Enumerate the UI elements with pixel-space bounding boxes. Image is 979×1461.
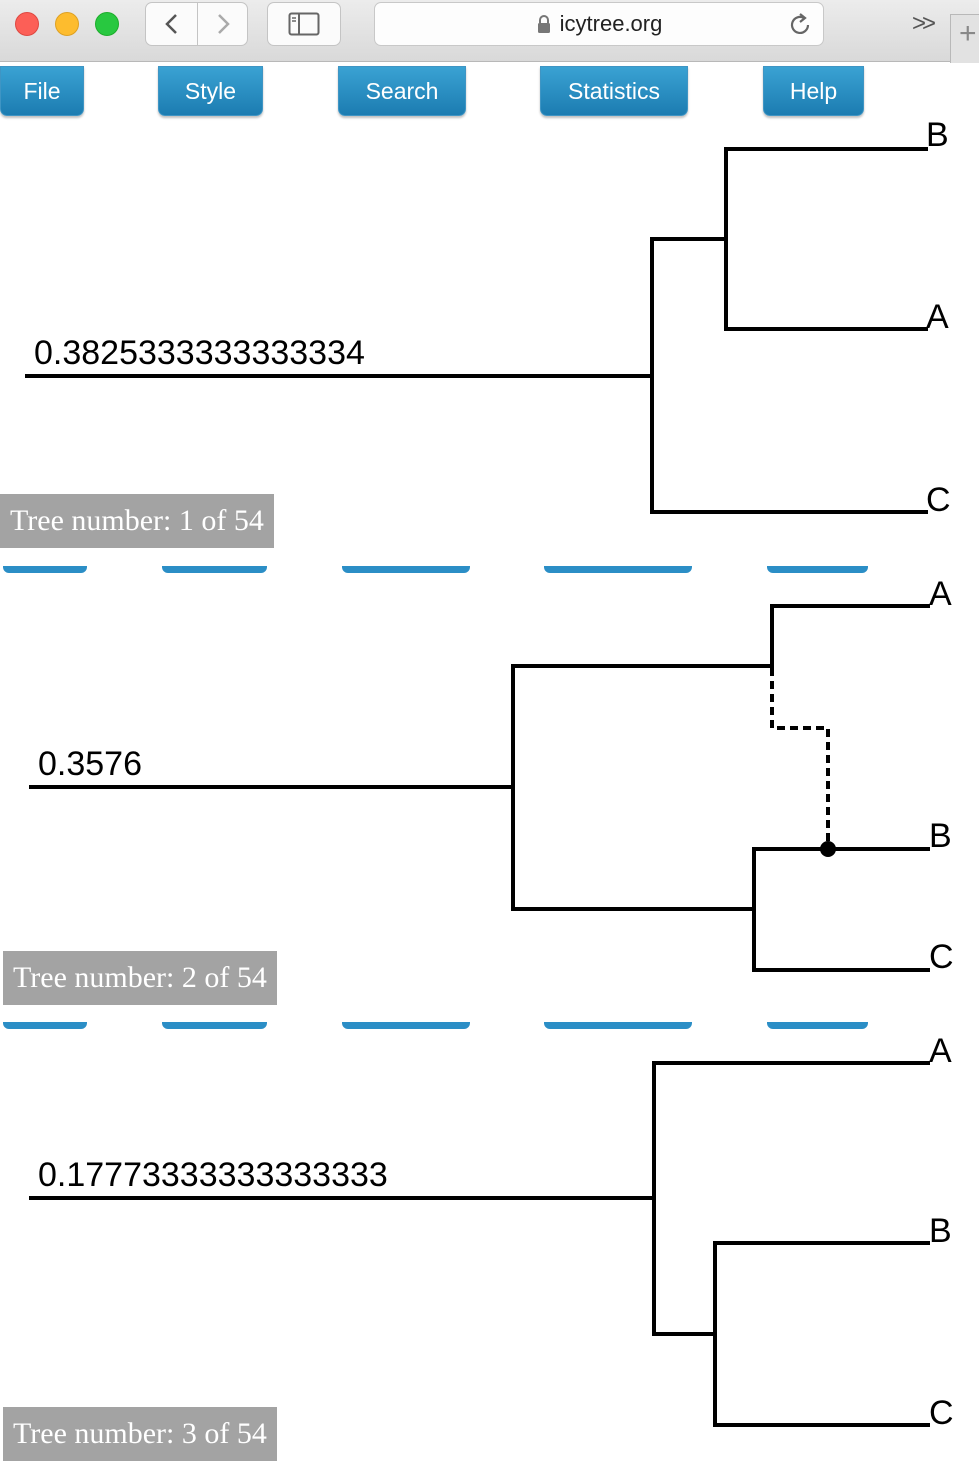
file-menu-button[interactable]: File [0, 66, 84, 116]
history-nav [145, 2, 248, 46]
sidebar-icon [288, 12, 320, 36]
menu-stripe [544, 1022, 692, 1029]
statistics-menu-button[interactable]: Statistics [540, 66, 688, 116]
chevrons-icon[interactable]: >> [912, 10, 936, 37]
help-menu-button[interactable]: Help [763, 66, 864, 116]
browser-toolbar: icytree.org >> + [0, 0, 979, 63]
menu-stripe [767, 1022, 868, 1029]
url-text: icytree.org [559, 11, 663, 36]
tree-canvas-2 [29, 604, 930, 972]
tree-canvas-3 [29, 1061, 930, 1427]
close-window-button[interactable] [15, 12, 39, 36]
zoom-window-button[interactable] [95, 12, 119, 36]
tree-number-badge: Tree number: 1 of 54 [0, 494, 274, 548]
leaf-label[interactable]: C [929, 938, 954, 976]
menu-stripe [162, 1022, 267, 1029]
menu-stripe [767, 566, 868, 573]
menu-stripe [3, 1022, 87, 1029]
minimize-window-button[interactable] [55, 12, 79, 36]
leaf-label[interactable]: A [926, 298, 949, 336]
leaf-label[interactable]: C [929, 1394, 954, 1432]
menu-stripe [162, 566, 267, 573]
plus-icon: + [959, 17, 977, 50]
root-label: 0.3825333333333334 [34, 334, 365, 372]
leaf-label[interactable]: A [929, 575, 952, 613]
sidebar-toggle-button[interactable] [267, 2, 341, 46]
reticulation-edge [770, 668, 830, 848]
lock-icon [537, 15, 550, 33]
reload-icon[interactable] [787, 12, 813, 38]
forward-button[interactable] [197, 3, 248, 45]
menu-stripe [342, 566, 470, 573]
root-label: 0.3576 [38, 745, 142, 783]
tree-number-badge: Tree number: 3 of 54 [3, 1407, 277, 1461]
tree-number-badge: Tree number: 2 of 54 [3, 951, 277, 1005]
forward-icon [217, 14, 230, 34]
leaf-label[interactable]: B [929, 817, 952, 855]
tree-panel-3: 0.17773333333333333 A B C Tree number: 3… [0, 1029, 979, 1461]
menu-stripe [3, 566, 87, 573]
search-menu-button[interactable]: Search [338, 66, 466, 116]
address-bar[interactable]: icytree.org [374, 2, 824, 46]
tree-panel-1: 0.3825333333333334 B A C Tree number: 1 … [0, 118, 979, 568]
leaf-label[interactable]: B [926, 116, 949, 154]
leaf-label[interactable]: A [929, 1032, 952, 1070]
tree-panel-2: 0.3576 A B C Tree number: 2 of 54 [0, 573, 979, 1023]
tree-canvas-1 [25, 147, 928, 514]
style-menu-button[interactable]: Style [158, 66, 263, 116]
back-icon [164, 14, 177, 34]
new-tab-button[interactable]: + [950, 14, 979, 63]
menu-stripe [342, 1022, 470, 1029]
menu-bar: File Style Search Statistics Help [0, 66, 979, 118]
leaf-label[interactable]: B [929, 1212, 952, 1250]
menu-stripe [544, 566, 692, 573]
hybrid-node[interactable] [820, 841, 836, 857]
root-label: 0.17773333333333333 [38, 1156, 388, 1194]
back-button[interactable] [146, 3, 198, 45]
leaf-label[interactable]: C [926, 481, 951, 519]
